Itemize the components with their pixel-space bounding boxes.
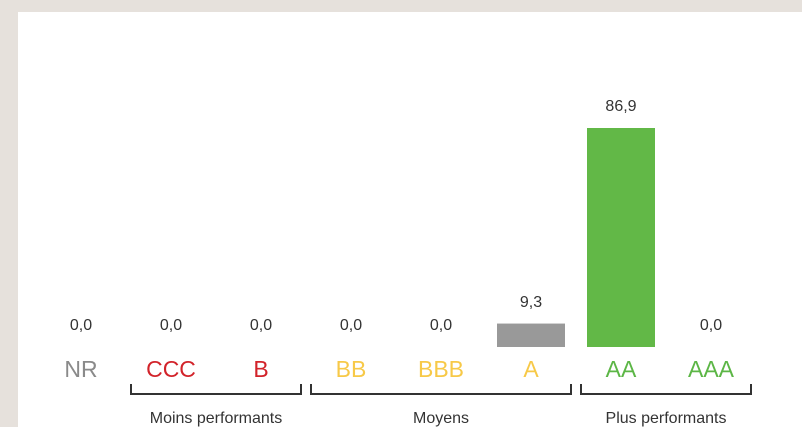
value-label: 86,9 <box>605 98 636 115</box>
category-label: CCC <box>146 356 196 382</box>
category-label: AA <box>606 356 637 382</box>
category-label: AAA <box>688 356 735 382</box>
bar <box>587 128 655 347</box>
value-label: 0,0 <box>70 317 92 334</box>
category-label: BBB <box>418 356 464 382</box>
value-label: 0,0 <box>250 317 272 334</box>
group-bracket <box>130 384 302 395</box>
group-label: Moyens <box>413 410 469 427</box>
bar <box>497 323 565 347</box>
category-label: B <box>253 356 268 382</box>
value-label: 0,0 <box>160 317 182 334</box>
value-label: 0,0 <box>340 317 362 334</box>
panel <box>18 12 802 427</box>
category-label: NR <box>64 356 97 382</box>
category-label: BB <box>336 356 367 382</box>
group-bracket <box>580 384 752 395</box>
group-label: Plus performants <box>606 410 727 427</box>
category-label: A <box>523 356 539 382</box>
value-label: 9,3 <box>520 294 542 311</box>
group-label: Moins performants <box>150 410 283 427</box>
value-label: 0,0 <box>430 317 452 334</box>
value-label: 0,0 <box>700 317 722 334</box>
group-bracket <box>310 384 572 395</box>
